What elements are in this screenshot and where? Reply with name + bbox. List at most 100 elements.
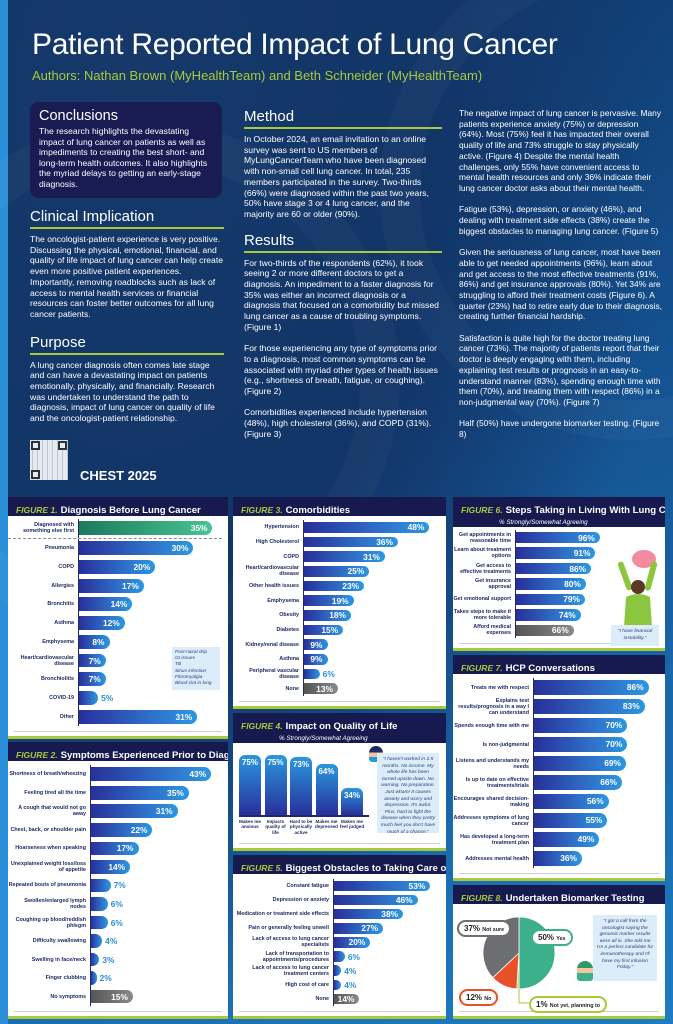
bar-label: Get insurance approval	[475, 577, 511, 590]
results-paragraph: Half (50%) have undergone biomarker test…	[459, 418, 660, 440]
bar-track: 6%	[90, 913, 222, 932]
bar: 23%	[304, 580, 365, 592]
bar-value: 49%	[577, 834, 595, 845]
results-paragraph: For two-thirds of the respondents (62%),…	[244, 257, 439, 332]
bar-label: None	[285, 685, 299, 692]
figure-header: FIGURE 2. Symptoms Experienced Prior to D…	[8, 742, 228, 761]
bar-label: Heart/cardiovascular disease	[20, 654, 74, 667]
bar-track: 83%	[533, 697, 659, 716]
bar-label: Addresses symptoms of lung cancer	[453, 814, 530, 827]
bar-value: 4%	[344, 979, 357, 990]
figure-title: Diagnosis Before Lung Cancer	[60, 505, 201, 516]
bar: 31%	[91, 804, 178, 819]
bar-column: 75%	[264, 755, 287, 815]
bar: 15%	[91, 989, 133, 1004]
bar-label: Hoarseness when speaking	[15, 845, 86, 852]
bar-track: 35%	[90, 783, 222, 803]
bar-value: 22%	[130, 824, 148, 835]
bar-label: COPD	[283, 553, 299, 560]
bar-value: 9%	[310, 639, 323, 650]
bar-row: Constant fatigue 53%	[233, 879, 440, 894]
bar-track: 15%	[90, 987, 222, 1006]
bar-value: 25%	[347, 566, 365, 577]
person-piggy-bank-illustration	[617, 550, 658, 627]
figure-label: FIGURE 3.	[241, 505, 283, 515]
bar-label: Obesity	[279, 612, 299, 619]
conclusions-heading: Conclusions	[39, 108, 118, 124]
bar-track: 8%	[78, 632, 222, 652]
figure-subtitle: % Strongly/Somewhat Agreeing	[279, 735, 368, 742]
bar-row: Chest, back, or shoulder pain 22%	[8, 820, 222, 840]
pie-label: 12% No	[459, 989, 499, 1006]
bar-row: A cough that would not go away 31%	[8, 802, 222, 821]
bar-track: 86%	[533, 678, 659, 697]
figure-header: FIGURE 4. Impact on Quality of Life % Stro…	[233, 713, 446, 743]
figure-footnote	[459, 643, 659, 646]
bar-label: Feeling tired all the time	[24, 789, 86, 796]
bar-track: 56%	[533, 792, 659, 811]
bar-row: High Cholesterol 36%	[233, 534, 440, 550]
bar-label: Finger clubbing	[45, 975, 86, 982]
bar: 31%	[304, 551, 385, 563]
bar-row: Listens and understands my needs 69%	[453, 754, 659, 773]
bar-track: 17%	[90, 839, 222, 858]
figure-label: FIGURE 2.	[16, 750, 58, 760]
bar-row: Has developed a long-term treatment plan…	[453, 830, 659, 849]
results-paragraph: Comorbidities experienced include hypert…	[244, 407, 432, 439]
bar-track: 14%	[78, 594, 222, 614]
right-column: The negative impact of lung cancer is pe…	[459, 108, 663, 450]
bar-row: Depression or anxiety 46%	[233, 893, 440, 908]
bar-label: Takes steps to make it more tolerable	[453, 608, 511, 621]
bar-value: 14%	[110, 599, 128, 610]
bar-track: 55%	[533, 811, 659, 830]
bar-value: 43%	[189, 769, 207, 780]
bar-track: 69%	[533, 754, 659, 773]
bar-label: Other	[59, 713, 74, 720]
figure-footnote	[14, 731, 222, 734]
figure-footnote	[239, 1011, 440, 1014]
bar-label: Coughing up blood/reddish phlegm	[15, 916, 86, 929]
bar-value: 53%	[408, 881, 426, 892]
bar-track: 96%	[515, 530, 607, 546]
bar: 7%	[79, 653, 106, 668]
bar-row: Lack of access to lung cancer specialist…	[233, 935, 440, 950]
bar-label: A cough that would not go away	[18, 805, 86, 818]
bar-label: Depression or anxiety	[272, 897, 329, 904]
bar-label: Is up to date on effective treatments/tr…	[465, 776, 529, 789]
bar-label: High cost of care	[285, 981, 329, 988]
bar-row: COPD 20%	[8, 557, 222, 577]
bar-label: Repeated bouts of pneumonia	[8, 882, 86, 889]
bar-row: Lack of transportation to appointments/p…	[233, 949, 440, 964]
bar-row: Hoarseness when speaking 17%	[8, 839, 222, 858]
bar: 75%	[264, 755, 287, 815]
bar-row: Heart/cardiovascular disease 25%	[233, 564, 440, 579]
results-paragraph: For those experiencing any type of sympt…	[244, 343, 438, 397]
bar: 20%	[79, 559, 156, 574]
bar-track: 31%	[78, 707, 222, 727]
bar	[91, 915, 108, 930]
bar-value: 38%	[381, 909, 399, 920]
qr-code[interactable]	[30, 440, 68, 480]
bar-track: 91%	[515, 545, 607, 561]
results-heading: Results	[244, 232, 442, 253]
bar: 14%	[334, 993, 360, 1005]
bar-value: 69%	[604, 758, 621, 769]
bar-row: Finger clubbing 2%	[8, 968, 222, 988]
bar-value: 31%	[155, 806, 173, 817]
bar	[91, 971, 97, 985]
bar-value: 30%	[171, 543, 189, 554]
figure-footnote	[14, 1011, 222, 1014]
bar-row: Get access to effective treatments 86%	[453, 560, 607, 577]
bar-value: 86%	[626, 682, 644, 693]
bar-label: COPD	[58, 563, 74, 570]
bar-value: 3%	[102, 954, 115, 965]
bar: 18%	[304, 609, 351, 621]
bar-label: Makes me anxious	[239, 819, 261, 830]
bar-track: 46%	[333, 893, 440, 908]
bar-row: Addresses mental health 36%	[453, 849, 659, 868]
bar: 22%	[91, 823, 153, 837]
figure-header: FIGURE 8. Undertaken Biomarker Testing	[453, 885, 665, 904]
figure-footnote	[239, 701, 440, 704]
bar-row: Feeling tired all the time 35%	[8, 783, 222, 803]
